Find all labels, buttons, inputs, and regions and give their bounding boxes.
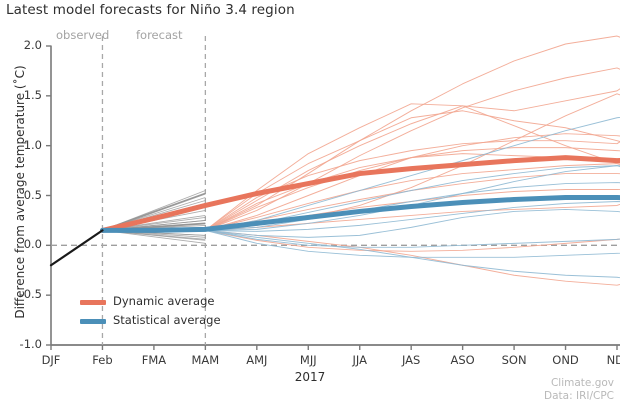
x-tick-label-ond: OND <box>552 353 579 367</box>
statistical-member-9 <box>205 229 620 279</box>
x-tick-label-jja: JJA <box>352 353 367 367</box>
y-tick-label-1: -0.5 <box>19 287 42 302</box>
dynamic-member-4 <box>205 103 620 231</box>
x-tick-label-fma: FMA <box>141 353 167 367</box>
x-tick-label-aso: ASO <box>450 353 475 367</box>
dynamic-member-3 <box>205 88 620 231</box>
dynamic-member-6 <box>205 133 620 231</box>
observed-line-path <box>49 229 104 267</box>
period-dividers <box>101 36 207 345</box>
y-tick-label-6: 2.0 <box>23 38 42 52</box>
x-axis-label: 2017 <box>294 370 326 384</box>
x-tick-label-feb: Feb <box>92 353 113 367</box>
x-tick-label-jas: JAS <box>401 353 421 367</box>
x-tick-label-mam: MAM <box>191 353 220 367</box>
y-tick-label-3: 0.5 <box>23 187 42 202</box>
legend-label-statistical: Statistical average <box>113 313 221 327</box>
annotation-observed: observed <box>56 28 110 42</box>
statistical-member-4 <box>205 165 620 231</box>
x-tick-label-djf: DJF <box>41 353 61 367</box>
statistical-member-3 <box>205 182 620 231</box>
y-tick-label-4: 1.0 <box>23 137 42 152</box>
y-tick-label-0: -1.0 <box>19 337 42 351</box>
dynamic-member-14 <box>205 229 620 252</box>
average-line-dynamic <box>99 155 620 233</box>
axes-group <box>46 45 620 350</box>
annotation-forecast: forecast <box>136 28 183 42</box>
credit-block: Climate.gov Data: IRI/CPC <box>544 377 614 402</box>
dynamic-member-13 <box>205 229 620 286</box>
credit-line-2: Data: IRI/CPC <box>544 389 614 402</box>
x-tick-label-amj: AMJ <box>246 353 268 367</box>
statistical-member-5 <box>205 201 620 232</box>
statistical-member-8 <box>205 229 620 258</box>
x-tick-label-ndj: NDJ <box>606 353 620 367</box>
y-tick-label-5: 1.5 <box>23 87 42 102</box>
dynamic-member-10 <box>205 173 620 231</box>
observed-line <box>49 229 104 267</box>
dynamic-member-12 <box>205 203 620 231</box>
average-lines-group <box>99 155 620 233</box>
statistical-member-7 <box>205 229 620 248</box>
dynamic-member-lines <box>205 35 620 286</box>
legend-label-dynamic: Dynamic average <box>113 294 215 308</box>
statistical-member-6 <box>205 208 620 238</box>
average-line-statistical <box>99 194 620 233</box>
legend-swatch-dynamic <box>80 300 106 305</box>
page-title: Latest model forecasts for Niño 3.4 regi… <box>6 2 295 18</box>
statistical-member-lines <box>205 116 620 279</box>
credit-line-1: Climate.gov <box>550 377 614 389</box>
x-tick-label-mjj: MJJ <box>299 353 317 367</box>
dynamic-member-7 <box>205 147 620 231</box>
dynamic-member-5 <box>205 110 620 231</box>
y-tick-label-2: 0.0 <box>23 237 42 252</box>
x-tick-label-son: SON <box>501 353 527 367</box>
legend-swatch-statistical <box>80 319 106 324</box>
